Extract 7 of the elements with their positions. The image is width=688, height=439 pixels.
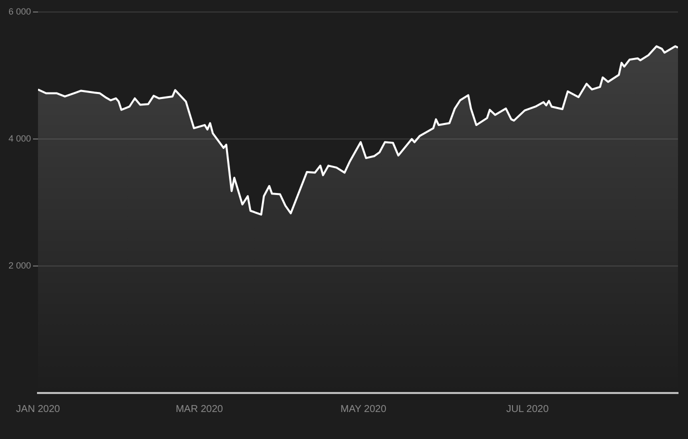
x-tick-label: JAN 2020 [16, 404, 60, 415]
x-tick-label: MAR 2020 [176, 404, 224, 415]
y-tick-label: 2 000 [8, 260, 31, 270]
x-tick-label: JUL 2020 [506, 404, 550, 415]
y-tick-label: 6 000 [8, 6, 31, 16]
y-tick-label: 4 000 [8, 133, 31, 144]
x-tick-label: MAY 2020 [340, 404, 387, 415]
